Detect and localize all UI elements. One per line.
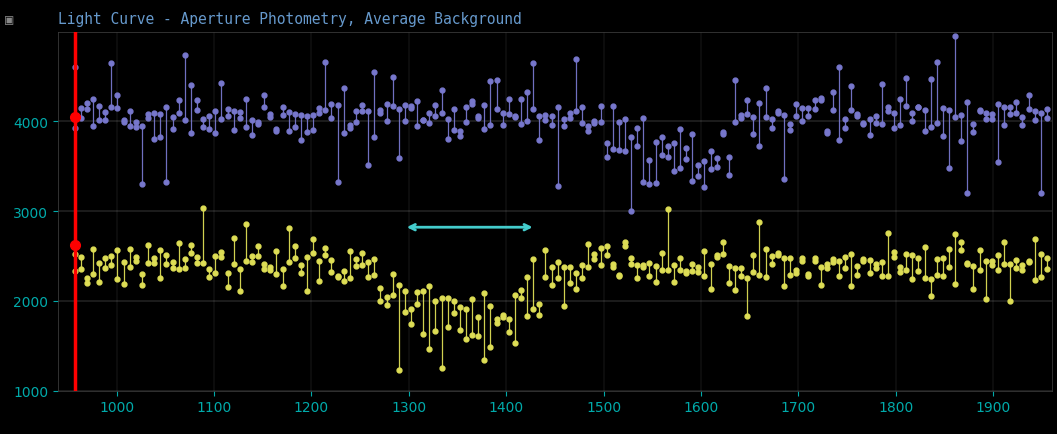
- Text: ▣: ▣: [5, 13, 14, 27]
- Text: Light Curve - Aperture Photometry, Average Background: Light Curve - Aperture Photometry, Avera…: [58, 12, 522, 27]
